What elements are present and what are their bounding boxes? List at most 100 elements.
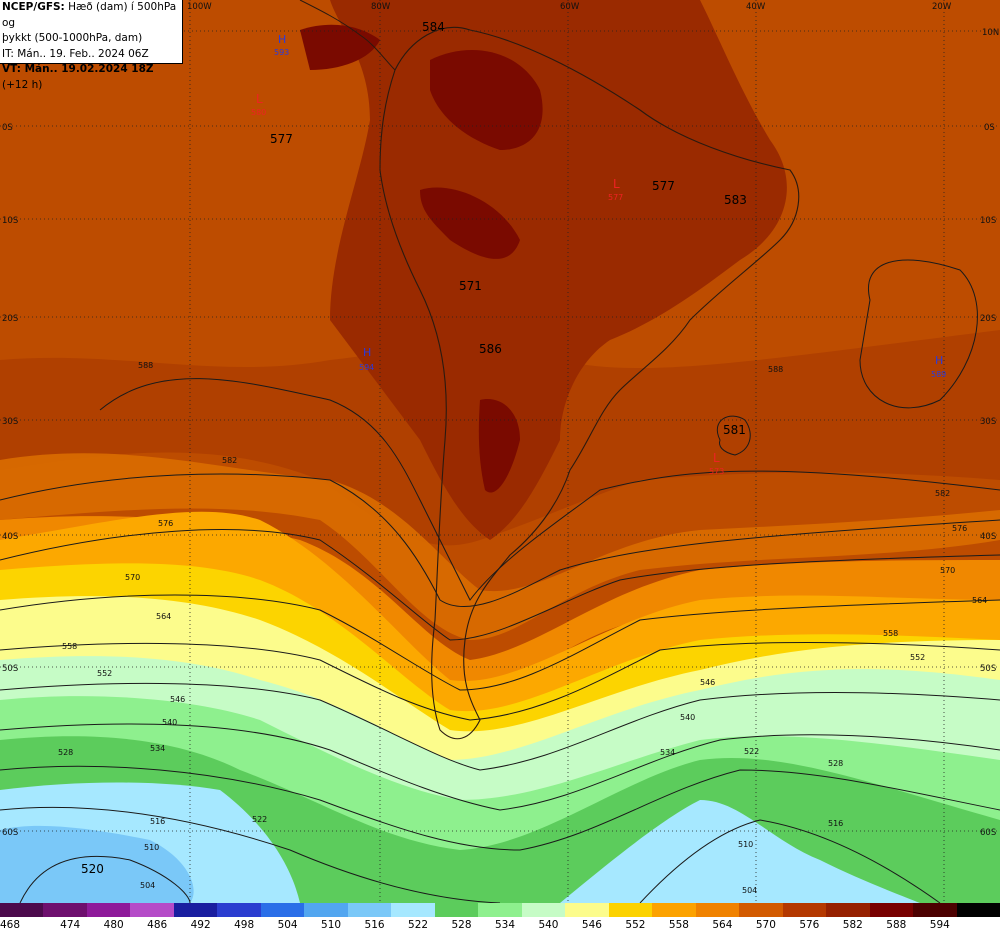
colorbar-tick: 510	[321, 919, 342, 931]
contour-label: 510	[738, 840, 753, 849]
contour-label: 528	[828, 759, 843, 768]
colorbar-tick: 480	[103, 919, 124, 931]
lon-label: 60W	[560, 2, 580, 12]
low-value: 580	[251, 108, 266, 117]
header-model: NCEP/GFS:	[2, 1, 65, 13]
colorbar-tick: 546	[581, 919, 602, 931]
colorbar-swatch	[782, 903, 827, 917]
contour-label: 582	[935, 489, 950, 498]
lat-label: 50S	[980, 664, 996, 674]
longitude-labels: 100W 80W 60W 40W 20W	[187, 2, 952, 12]
contour-label: 510	[144, 843, 159, 852]
south-america-coast	[379, 26, 800, 740]
lon-label: 40W	[746, 2, 766, 12]
header-line-2: þykkt (500-1000hPa, dam)	[2, 32, 143, 44]
band-576	[0, 453, 1000, 640]
lat-label: 0S	[2, 123, 13, 133]
colorbar-tick: 528	[451, 919, 472, 931]
lat-label: 20S	[2, 314, 18, 324]
contour-label: 540	[680, 713, 695, 722]
contour-label: 504	[742, 886, 757, 895]
height-label: 586	[479, 342, 502, 356]
contour-labels: 588 582 576 570 564 558 552 546 540 534 …	[58, 361, 987, 895]
colorbar-tick: 474	[60, 919, 81, 931]
colorbar-tick: 522	[408, 919, 429, 931]
extreme-1	[300, 24, 380, 70]
height-label: 577	[270, 132, 293, 146]
band-552	[0, 596, 1000, 780]
extreme-2	[430, 50, 543, 150]
lat-lon-grid	[0, 0, 1000, 903]
band-516	[0, 825, 194, 903]
contour-label: 558	[883, 629, 898, 638]
colorbar-swatch	[347, 903, 392, 917]
height-labels: 584 577 577 583 571 586 581 520	[81, 20, 747, 876]
band-528b	[560, 800, 920, 903]
forecast-map: 588 582 576 570 564 558 552 546 540 534 …	[0, 0, 1000, 903]
contour-label: 540	[162, 718, 177, 727]
colorbar-tick: 468	[0, 919, 21, 931]
colorbar-swatch	[478, 903, 522, 917]
high-value: 593	[274, 48, 289, 57]
colorbar-tick: 588	[886, 919, 907, 931]
lat-label: 10S	[2, 216, 18, 226]
header-lead-time: (+12 h)	[2, 78, 43, 91]
contour-label: 528	[58, 748, 73, 757]
lat-label: 60S	[980, 828, 996, 838]
lon-label: 20W	[932, 2, 952, 12]
colorbar-swatch	[217, 903, 261, 917]
map-header: NCEP/GFS: Hæð (dam) í 500hPa og þykkt (5…	[0, 0, 183, 91]
contour-label: 534	[150, 744, 165, 753]
colorbar-tick: 570	[755, 919, 776, 931]
colorbar-swatch	[913, 903, 957, 917]
height-label: 520	[81, 862, 104, 876]
header-valid-time: VT: Mán.. 19.02.2024 18Z	[2, 63, 154, 75]
lat-label: 30S	[980, 417, 996, 427]
contour-label: 522	[252, 815, 267, 824]
contour-label: 588	[768, 365, 783, 374]
high-value: 589	[931, 370, 946, 379]
extreme-3	[420, 187, 520, 259]
contour-label: 546	[170, 695, 185, 704]
colorbar-tick: 498	[234, 919, 255, 931]
low-value: 573	[709, 467, 724, 476]
extreme-4	[478, 399, 520, 493]
contour-label: 516	[828, 819, 843, 828]
low-marker: L	[256, 92, 263, 106]
colorbar-swatch	[695, 903, 740, 917]
low-marker: L	[613, 177, 620, 191]
lat-label: 50S	[2, 664, 18, 674]
high-value: 594	[359, 363, 374, 372]
colorbar-swatch	[173, 903, 218, 917]
lat-label: 10S	[980, 216, 996, 226]
band-564	[0, 511, 1000, 730]
header-title: Hæð (dam) í 500hPa og	[2, 1, 177, 29]
contour-label: 588	[138, 361, 153, 370]
lon-label: 100W	[187, 2, 212, 12]
height-label: 583	[724, 193, 747, 207]
height-label: 581	[723, 423, 746, 437]
height-label: 571	[459, 279, 482, 293]
colorbar-swatch	[43, 903, 87, 917]
colorbar-swatch	[826, 903, 870, 917]
colorbar-tick: 492	[190, 919, 211, 931]
contour-label: 576	[952, 524, 967, 533]
band-558	[0, 563, 1000, 750]
colorbar-tick: 576	[799, 919, 820, 931]
high-marker: H	[363, 346, 371, 359]
high-marker: H	[935, 354, 943, 367]
contour-label: 552	[97, 669, 112, 678]
lon-label: 80W	[371, 2, 391, 12]
colorbar-swatch	[391, 903, 435, 917]
header-line-3: IT: Mán.. 19. Feb.. 2024 06Z	[2, 47, 149, 60]
contour-label: 582	[222, 456, 237, 465]
colorbar-swatch	[739, 903, 783, 917]
pressure-centers: H 593 L 580 H 594 L 577 H 589 L 573	[251, 33, 946, 476]
contour-label: 570	[940, 566, 955, 575]
colorbar-swatch	[565, 903, 609, 917]
height-label: 584	[422, 20, 445, 34]
central-america-coast	[299, 0, 396, 71]
contour-label: 516	[150, 817, 165, 826]
colorbar-swatch	[130, 903, 174, 917]
contour-label: 552	[910, 653, 925, 662]
